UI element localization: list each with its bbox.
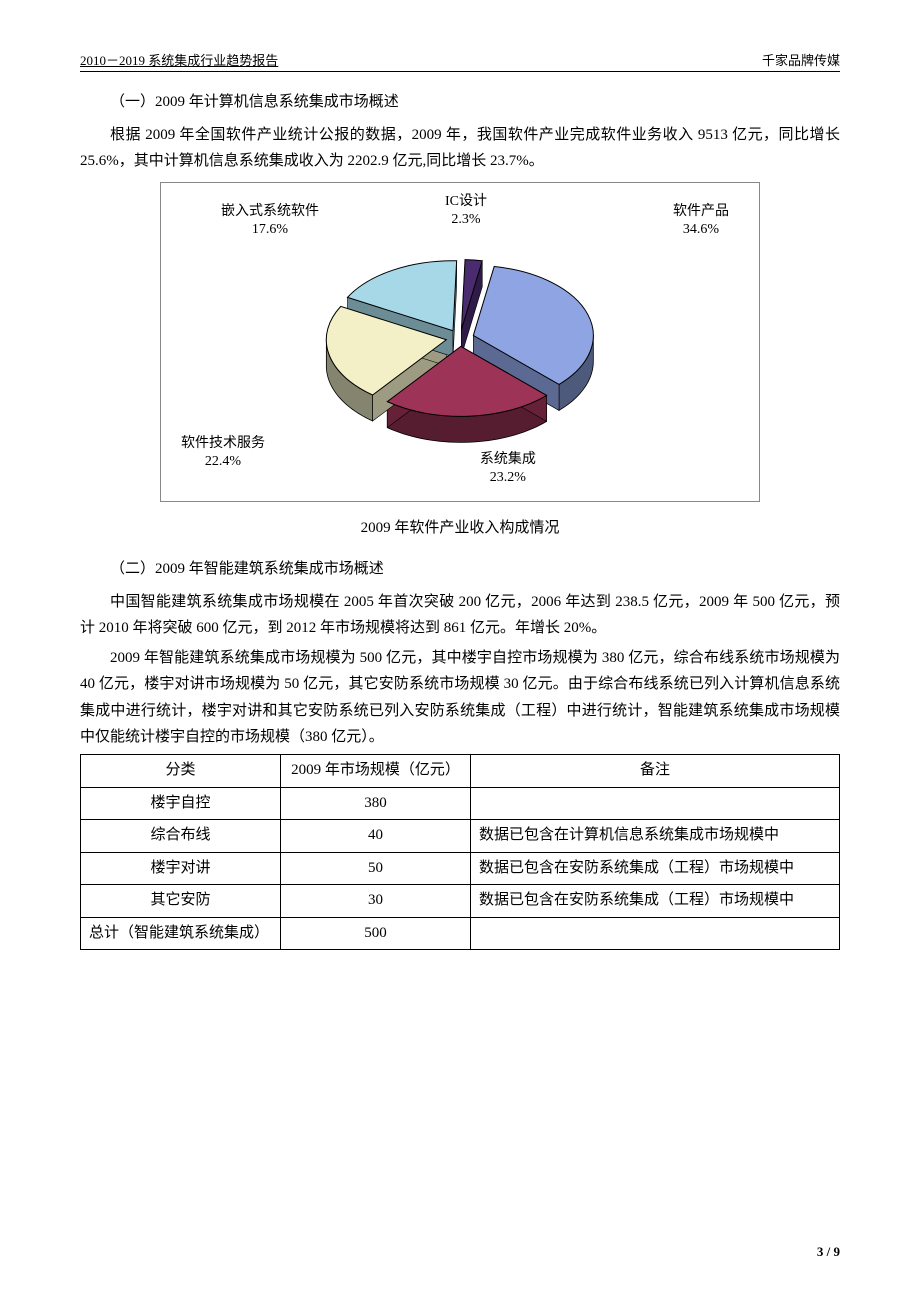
table-cell-note: 数据已包含在安防系统集成（工程）市场规模中 xyxy=(471,852,840,885)
table-col-note: 备注 xyxy=(471,755,840,788)
table-row: 总计（智能建筑系统集成）500 xyxy=(81,917,840,950)
pie-label-ic-design: IC设计2.3% xyxy=(445,193,487,229)
table-cell-category: 楼宇对讲 xyxy=(81,852,281,885)
table-cell-note: 数据已包含在计算机信息系统集成市场规模中 xyxy=(471,820,840,853)
section2-heading: （二）2009 年智能建筑系统集成市场概述 xyxy=(80,557,840,583)
table-cell-value: 30 xyxy=(281,885,471,918)
pie-chart-caption: 2009 年软件产业收入构成情况 xyxy=(80,516,840,537)
pie-chart-svg-wrap xyxy=(280,228,640,468)
document-page: 2010－2019 系统集成行业趋势报告 千家品牌传媒 （一）2009 年计算机… xyxy=(0,0,920,1302)
section1-heading: （一）2009 年计算机信息系统集成市场概述 xyxy=(80,90,840,116)
pie-chart-container: 软件产品34.6% 系统集成23.2% 软件技术服务22.4% 嵌入式系统软件1… xyxy=(160,182,760,502)
table-row: 综合布线40数据已包含在计算机信息系统集成市场规模中 xyxy=(81,820,840,853)
table-cell-value: 500 xyxy=(281,917,471,950)
header-right-text: 千家品牌传媒 xyxy=(762,50,840,69)
table-cell-category: 其它安防 xyxy=(81,885,281,918)
section2-paragraph2: 2009 年智能建筑系统集成市场规模为 500 亿元，其中楼宇自控市场规模为 3… xyxy=(80,645,840,750)
section2-paragraph1: 中国智能建筑系统集成市场规模在 2005 年首次突破 200 亿元，2006 年… xyxy=(80,589,840,642)
table-row: 楼宇对讲50数据已包含在安防系统集成（工程）市场规模中 xyxy=(81,852,840,885)
pie-chart-svg xyxy=(280,228,640,468)
table-cell-category: 综合布线 xyxy=(81,820,281,853)
pie-label-software-service: 软件技术服务22.4% xyxy=(181,435,265,471)
pie-label-system-integration: 系统集成23.2% xyxy=(480,451,536,487)
table-cell-category: 总计（智能建筑系统集成） xyxy=(81,917,281,950)
table-row: 楼宇自控380 xyxy=(81,787,840,820)
section1-paragraph: 根据 2009 年全国软件产业统计公报的数据，2009 年，我国软件产业完成软件… xyxy=(80,122,840,175)
page-footer: 3 / 9 xyxy=(817,1244,840,1260)
table-cell-note xyxy=(471,787,840,820)
table-header-row: 分类 2009 年市场规模（亿元） 备注 xyxy=(81,755,840,788)
pie-label-embedded: 嵌入式系统软件17.6% xyxy=(221,203,319,239)
table-cell-value: 50 xyxy=(281,852,471,885)
table-col-value: 2009 年市场规模（亿元） xyxy=(281,755,471,788)
table-cell-value: 40 xyxy=(281,820,471,853)
table-cell-category: 楼宇自控 xyxy=(81,787,281,820)
table-row: 其它安防30数据已包含在安防系统集成（工程）市场规模中 xyxy=(81,885,840,918)
table-cell-note: 数据已包含在安防系统集成（工程）市场规模中 xyxy=(471,885,840,918)
table-cell-note xyxy=(471,917,840,950)
page-header: 2010－2019 系统集成行业趋势报告 千家品牌传媒 xyxy=(80,50,840,72)
table-col-category: 分类 xyxy=(81,755,281,788)
table-cell-value: 380 xyxy=(281,787,471,820)
pie-label-software-product: 软件产品34.6% xyxy=(673,203,729,239)
market-table: 分类 2009 年市场规模（亿元） 备注 楼宇自控380综合布线40数据已包含在… xyxy=(80,754,840,950)
header-left-text: 2010－2019 系统集成行业趋势报告 xyxy=(80,50,278,69)
